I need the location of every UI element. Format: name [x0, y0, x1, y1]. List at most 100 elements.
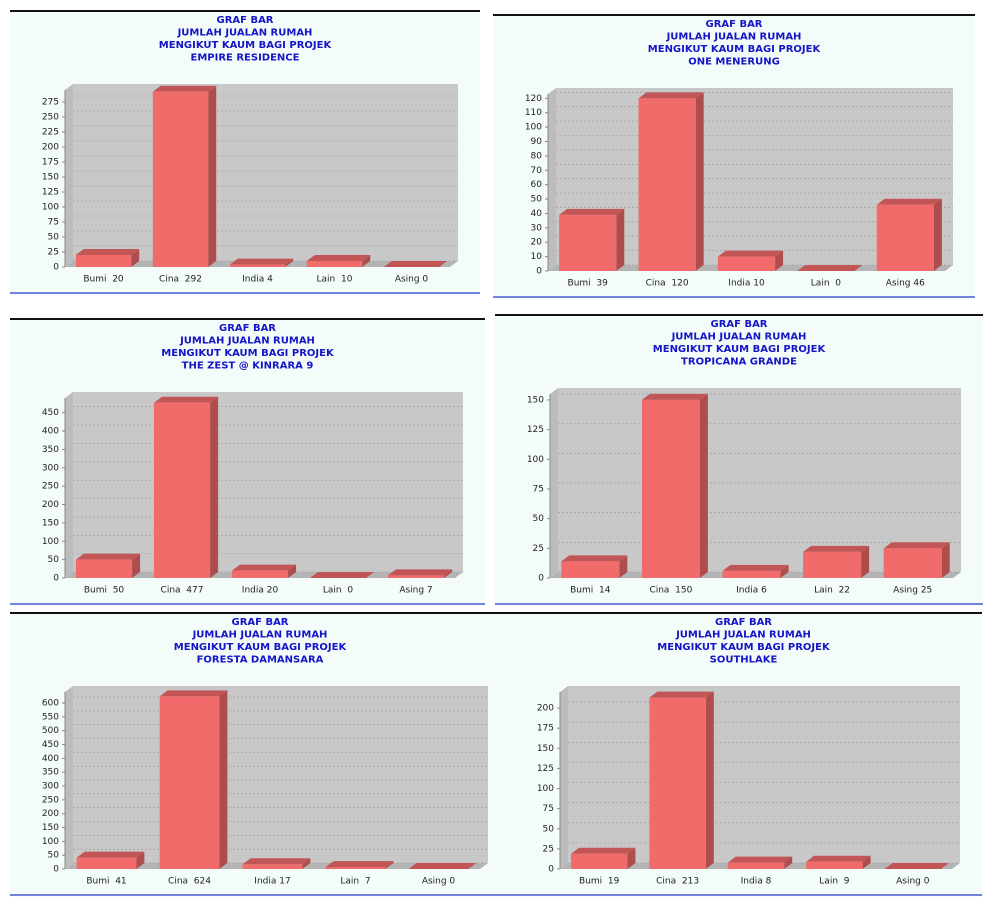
y-tick-label: 400 — [42, 754, 59, 764]
y-tick-label: 100 — [525, 123, 542, 133]
bar-side — [933, 198, 942, 271]
y-tick-label: 0 — [53, 263, 59, 273]
x-tick-label: Bumi 20 — [83, 275, 124, 285]
y-tick-label: 50 — [543, 824, 555, 834]
y-tick-label: 150 — [42, 823, 59, 833]
x-tick-label: Asing 0 — [395, 275, 429, 285]
y-tick-label: 300 — [42, 782, 59, 792]
y-tick-label: 50 — [48, 555, 60, 565]
y-tick-label: 50 — [533, 514, 545, 524]
y-tick-label: 450 — [42, 740, 59, 750]
y-tick-label: 250 — [42, 795, 59, 805]
chart-title: MENGIKUT KAUM BAGI PROJEK — [174, 642, 348, 653]
y-tick-label: 125 — [42, 188, 59, 198]
bar-top — [309, 572, 375, 578]
y-tick-label: 150 — [537, 744, 554, 754]
x-tick-label: India 6 — [736, 586, 767, 596]
chart-title: MENGIKUT KAUM BAGI PROJEK — [657, 642, 831, 653]
bar — [727, 862, 785, 869]
bar — [638, 98, 696, 271]
bar — [806, 861, 863, 869]
bar-side — [784, 856, 793, 869]
y-tick-label: 250 — [42, 113, 59, 123]
bar-top — [159, 690, 228, 697]
bar-side — [385, 861, 394, 869]
bar — [561, 561, 620, 578]
y-tick-label: 50 — [531, 195, 543, 205]
plot-back-wall — [73, 84, 458, 261]
y-tick-label: 125 — [527, 425, 544, 435]
chart-title: GRAF BAR — [216, 15, 273, 26]
bar — [153, 402, 211, 578]
bar-top — [387, 569, 453, 576]
y-tick-label: 600 — [42, 699, 59, 709]
bar — [717, 256, 776, 271]
x-tick-label: Lain 22 — [814, 586, 850, 596]
bar-top — [570, 847, 636, 854]
y-tick-label: 75 — [533, 484, 544, 494]
y-tick-label: 550 — [42, 712, 59, 722]
bar — [159, 696, 220, 869]
bar-top — [876, 198, 942, 205]
bar-top — [883, 542, 950, 549]
bar-side — [862, 855, 871, 869]
y-tick-label: 0 — [53, 574, 59, 584]
x-tick-label: Bumi 19 — [579, 877, 620, 887]
bar-top — [408, 863, 477, 869]
chart-title: JUMLAH JUALAN RUMAH — [675, 630, 811, 641]
bar-side — [705, 691, 714, 869]
y-tick-label: 450 — [42, 408, 59, 418]
bar-side — [210, 396, 219, 578]
y-tick-label: 80 — [531, 151, 543, 161]
chart-title: THE ZEST @ KINRARA 9 — [182, 361, 314, 372]
bar — [242, 864, 303, 869]
y-tick-label: 0 — [536, 267, 542, 277]
bar-top — [803, 545, 870, 552]
bar-top — [75, 249, 140, 255]
bar-top — [884, 863, 950, 869]
bar-top — [76, 851, 145, 858]
y-tick-label: 30 — [531, 223, 543, 233]
y-tick-label: 200 — [42, 143, 59, 153]
bar-top — [727, 856, 793, 863]
bar-side — [627, 847, 636, 869]
y-tick-label: 75 — [48, 218, 59, 228]
y-tick-label: 100 — [42, 537, 59, 547]
y-tick-label: 275 — [42, 98, 59, 108]
x-tick-label: India 8 — [741, 877, 772, 887]
x-tick-label: Asing 0 — [422, 877, 456, 887]
plot-back-wall — [73, 392, 463, 572]
y-tick-label: 20 — [531, 238, 543, 248]
bar-side — [362, 255, 371, 267]
y-tick-label: 225 — [42, 128, 59, 138]
chart-title: GRAF BAR — [219, 323, 276, 334]
bar-top — [325, 861, 394, 868]
y-tick-label: 350 — [42, 445, 59, 455]
y-tick-label: 70 — [531, 166, 543, 176]
bar — [722, 570, 781, 578]
y-tick-label: 0 — [53, 865, 59, 875]
y-tick-label: 25 — [533, 544, 544, 554]
bar-side — [132, 553, 141, 578]
y-tick-label: 200 — [537, 704, 554, 714]
y-tick-label: 400 — [42, 427, 59, 437]
x-tick-label: Cina 120 — [646, 279, 689, 289]
bar-side — [619, 555, 628, 578]
bar-side — [775, 250, 784, 271]
bar-side — [941, 542, 950, 578]
y-tick-label: 500 — [42, 726, 59, 736]
chart-title: MENGIKUT KAUM BAGI PROJEK — [653, 344, 827, 355]
chart-title: JUMLAH JUALAN RUMAH — [177, 28, 313, 39]
y-tick-label: 50 — [48, 233, 60, 243]
y-tick-label: 175 — [537, 724, 554, 734]
x-tick-label: Asing 46 — [886, 279, 925, 289]
bar-top — [306, 255, 371, 261]
y-tick-label: 25 — [543, 844, 554, 854]
chart-title: JUMLAH JUALAN RUMAH — [192, 630, 328, 641]
bar — [325, 867, 386, 869]
chart-title: TROPICANA GRANDE — [681, 357, 797, 368]
x-tick-label: Cina 150 — [649, 586, 692, 596]
plot-back-wall — [558, 388, 961, 572]
bar-top — [641, 393, 708, 400]
